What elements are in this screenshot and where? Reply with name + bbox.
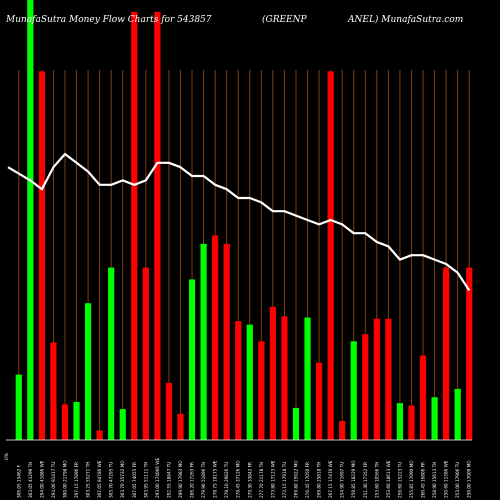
- chart-title-middle: (GREENP: [262, 14, 307, 25]
- x-tick-label-23: 273.80 17123 WE: [270, 460, 275, 498]
- chart-title-left: MunafaSutra Money Flow Charts for 543857: [5, 15, 212, 25]
- bar-24: [281, 316, 288, 440]
- x-tick-label-18: 278.75 19175 WE: [213, 460, 218, 498]
- bar-3: [38, 71, 45, 440]
- x-tick-label-38: 250.60 11586 WE: [444, 460, 449, 498]
- x-tick-label-40: 250.00 17009 MO: [467, 460, 472, 498]
- bar-34: [396, 403, 404, 440]
- x-tick-labels: 306.05 15462 F 303.05 41299 TH 294.00 4188…: [16, 458, 471, 498]
- bar-1: [15, 374, 22, 440]
- bar-18: [212, 235, 219, 440]
- bar-12: [142, 267, 149, 440]
- bar-32: [373, 318, 380, 440]
- bar-29: [339, 420, 346, 440]
- bar-2: [27, 0, 34, 440]
- bar-33: [385, 318, 392, 440]
- bar-23: [269, 306, 276, 440]
- bar-30: [350, 341, 357, 440]
- x-tick-label-37: 258.90 15613 TH: [432, 462, 437, 498]
- x-tick-label-11: 307.05 74055 FR: [132, 462, 137, 498]
- bar-20: [235, 321, 242, 440]
- x-tick-label-4: 294.00 91417 TU: [51, 462, 56, 498]
- x-tick-label-10: 303.70 35732 MO: [120, 460, 125, 498]
- x-tick-label-31: 251.40 17352 FR: [363, 462, 368, 498]
- x-tick-label-5: 300.00 21798 MO: [62, 460, 67, 498]
- x-tick-label-13: 293.00 174066 WE: [155, 458, 160, 498]
- bar-36: [419, 355, 427, 440]
- x-tick-label-30: 259.85 18229 MO: [351, 460, 356, 498]
- chart-title-right: ANEL) MunafaSutra.com: [347, 14, 463, 25]
- x-tick-label-28: 267.15 17470 WE: [328, 460, 333, 498]
- bar-28: [327, 71, 334, 440]
- x-tick-label-39: 253.00 17906 TU: [455, 462, 460, 498]
- bar-37: [431, 397, 438, 440]
- x-tick-label-29: 254.90 71697 TU: [340, 462, 345, 498]
- bar-35: [408, 405, 415, 440]
- x-tick-label-17: 279.90 51896 TH: [201, 462, 206, 498]
- bar-8: [96, 430, 103, 440]
- x-tick-label-26: 276.45 17050 FR: [305, 462, 310, 498]
- bar-17: [200, 243, 207, 440]
- bar-22: [258, 341, 265, 440]
- bar-21: [246, 324, 253, 440]
- x-tick-label-25: 269.80 15922 MO: [293, 460, 298, 498]
- bar-9: [108, 267, 115, 440]
- x-tick-label-22: 277.70 21178 TH: [259, 462, 264, 498]
- bar-31: [362, 334, 369, 440]
- x-tick-label-34: 259.60 15223 TU: [397, 462, 402, 498]
- bar-27: [315, 362, 323, 440]
- x-tick-label-36: 260.45 16806 FR: [421, 462, 426, 498]
- bar-11: [131, 11, 138, 440]
- bar-10: [119, 409, 126, 440]
- x-tick-label-3: 294.00 41886 WE: [39, 460, 44, 498]
- bar-16: [188, 279, 196, 440]
- bar-26: [304, 317, 311, 440]
- bar-38: [443, 267, 450, 440]
- x-tick-label-9: 305.70 47295 TU: [109, 462, 114, 498]
- bar-13: [154, 11, 161, 440]
- bar-39: [454, 388, 461, 440]
- x-tick-label-35: 255.85 17090 MO: [409, 460, 414, 498]
- bar-25: [292, 407, 300, 440]
- x-tick-label-21: 279.30 33842 FR: [247, 462, 252, 498]
- x-tick-label-7: 303.25 55271 TH: [86, 462, 91, 498]
- x-tick-label-19: 278.10 29826 TU: [224, 462, 229, 498]
- bars-group: [15, 0, 473, 440]
- x-tick-label-8: 307.05 84786 WE: [97, 460, 102, 498]
- x-tick-label-20: 278.45 37126 MO: [236, 460, 241, 498]
- y-axis-label: 0%: [4, 452, 10, 460]
- x-tick-label-24: 272.15 17918 TU: [282, 462, 287, 498]
- money-flow-line: [7, 152, 471, 292]
- x-tick-label-14: 292.55 18847 TU: [166, 462, 171, 498]
- x-tick-label-12: 303.95 51111 TH: [143, 462, 148, 498]
- x-tick-label-15: 299.90 17983 MO: [178, 460, 183, 498]
- x-tick-label-27: 269.80 25818 TH: [317, 462, 322, 498]
- bar-6: [73, 401, 80, 440]
- bar-40: [466, 267, 473, 440]
- bar-19: [223, 243, 230, 440]
- x-tick-label-33: 253.60 18613 WE: [386, 460, 391, 498]
- bar-14: [165, 382, 173, 440]
- x-tick-label-1: 306.05 15462 F: [16, 464, 21, 498]
- x-tick-label-2: 303.05 41299 TH: [28, 462, 33, 498]
- x-tick-label-32: 253.60 10566 TH: [374, 462, 379, 498]
- bar-4: [50, 342, 57, 440]
- bar-5: [61, 404, 69, 440]
- x-tick-label-16: 286.20 17263 FR: [190, 462, 195, 498]
- bar-15: [177, 413, 184, 440]
- x-tick-label-6: 297.15 17896 FR: [74, 462, 79, 498]
- bar-7: [84, 303, 92, 440]
